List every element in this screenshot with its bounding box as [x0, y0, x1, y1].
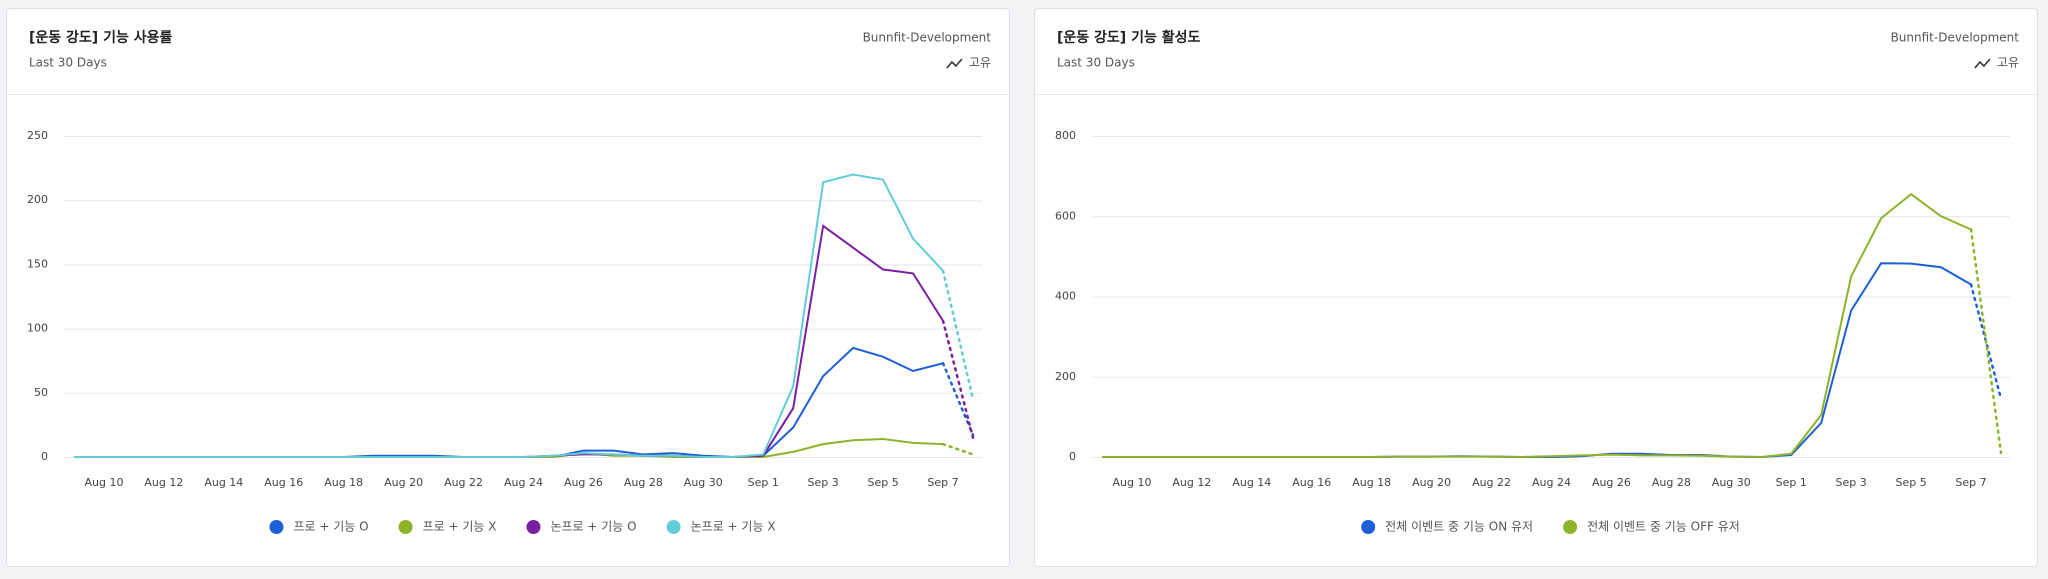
- incomplete-segment: [941, 442, 975, 456]
- y-tick-label: 600: [1055, 209, 1076, 222]
- x-tick-label: Aug 18: [324, 476, 363, 489]
- x-tick-label: Aug 24: [504, 476, 543, 489]
- chart-title: [운동 강도] 기능 활성도: [1057, 29, 1200, 46]
- x-tick-label: Aug 26: [1592, 476, 1631, 489]
- incomplete-segment: [1969, 228, 2003, 455]
- x-tick-label: Sep 5: [1895, 476, 1926, 489]
- chart-subtitle: Last 30 Days: [29, 56, 107, 70]
- x-tick-label: Aug 20: [1412, 476, 1451, 489]
- legend-label: 논프로 + 기능 O: [550, 520, 636, 534]
- y-tick-label: 800: [1055, 129, 1076, 142]
- x-tick-label: Aug 18: [1352, 476, 1391, 489]
- series-line: [1102, 192, 1972, 459]
- legend-label: 전체 이벤트 중 기능 OFF 유저: [1587, 520, 1740, 534]
- x-tick-label: Aug 16: [264, 476, 303, 489]
- x-tick-label: Aug 14: [1232, 476, 1271, 489]
- x-tick-label: Aug 26: [564, 476, 603, 489]
- x-tick-label: Aug 20: [384, 476, 423, 489]
- chart-title: [운동 강도] 기능 사용률: [29, 29, 172, 46]
- legend-label: 전체 이벤트 중 기능 ON 유저: [1385, 520, 1533, 534]
- incomplete-segment: [941, 319, 975, 439]
- x-tick-label: Sep 7: [927, 476, 958, 489]
- y-tick-label: 150: [27, 257, 48, 270]
- x-tick-label: Sep 7: [1955, 476, 1986, 489]
- x-tick-label: Sep 1: [748, 476, 779, 489]
- x-tick-label: Aug 28: [1652, 476, 1691, 489]
- x-tick-label: Aug 10: [1112, 476, 1151, 489]
- x-tick-label: Aug 24: [1532, 476, 1571, 489]
- x-tick-label: Sep 1: [1776, 476, 1807, 489]
- x-tick-label: Aug 12: [1172, 476, 1211, 489]
- trend-icon: [946, 58, 963, 69]
- x-tick-label: Aug 10: [84, 476, 123, 489]
- x-tick-label: Aug 16: [1292, 476, 1331, 489]
- legend-label: 프로 + 기능 X: [423, 520, 497, 534]
- x-tick-label: Aug 30: [684, 476, 723, 489]
- series-line: [74, 173, 944, 458]
- x-tick-label: Aug 14: [204, 476, 243, 489]
- legend-swatch: [398, 520, 413, 534]
- incomplete-segment: [941, 269, 975, 401]
- legend-swatch: [1563, 520, 1578, 534]
- x-tick-label: Sep 3: [808, 476, 839, 489]
- y-tick-label: 0: [41, 450, 48, 463]
- metric-mode: 고유: [969, 56, 991, 70]
- y-tick-label: 0: [1069, 450, 1076, 463]
- legend-swatch: [526, 520, 541, 534]
- y-tick-label: 100: [27, 322, 48, 335]
- project-name: Bunnfit-Development: [863, 31, 992, 45]
- legend-label: 프로 + 기능 O: [293, 520, 368, 534]
- card: [6, 8, 1010, 567]
- chart-card: [운동 강도] 기능 활성도 Last 30 Days Bunnfit-Develo…: [1034, 8, 2038, 567]
- y-tick-label: 200: [1055, 370, 1076, 383]
- trend-icon: [1974, 58, 1991, 69]
- y-tick-label: 50: [34, 386, 48, 399]
- project-name: Bunnfit-Development: [1891, 31, 2020, 45]
- legend-swatch: [1361, 520, 1376, 534]
- x-tick-label: Sep 3: [1836, 476, 1867, 489]
- legend: 프로 + 기능 O 프로 + 기능 X 논프로 + 기능 O 논프로 + 기능 X: [269, 520, 776, 534]
- x-tick-label: Aug 28: [624, 476, 663, 489]
- x-tick-label: Sep 5: [867, 476, 898, 489]
- x-tick-label: Aug 22: [444, 476, 483, 489]
- legend-swatch: [269, 520, 284, 534]
- legend-label: 논프로 + 기능 X: [691, 520, 776, 534]
- legend: 전체 이벤트 중 기능 ON 유저 전체 이벤트 중 기능 OFF 유저: [1361, 520, 1740, 534]
- y-tick-label: 250: [27, 129, 48, 142]
- chart-subtitle: Last 30 Days: [1057, 56, 1135, 70]
- x-tick-label: Aug 22: [1472, 476, 1511, 489]
- chart-card: [운동 강도] 기능 사용률 Last 30 Days Bunnfit-Develo…: [6, 8, 1010, 567]
- y-tick-label: 200: [27, 193, 48, 206]
- metric-mode: 고유: [1997, 56, 2019, 70]
- x-tick-label: Aug 12: [144, 476, 183, 489]
- card: [1034, 8, 2038, 567]
- y-tick-label: 400: [1055, 290, 1076, 303]
- legend-swatch: [666, 520, 681, 534]
- x-tick-label: Aug 30: [1712, 476, 1751, 489]
